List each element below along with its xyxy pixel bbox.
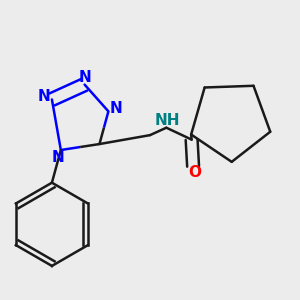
Text: N: N [78,70,91,85]
Text: N: N [110,101,122,116]
Text: N: N [52,150,64,165]
Text: O: O [188,165,201,180]
Text: N: N [38,89,51,104]
Text: NH: NH [155,113,181,128]
